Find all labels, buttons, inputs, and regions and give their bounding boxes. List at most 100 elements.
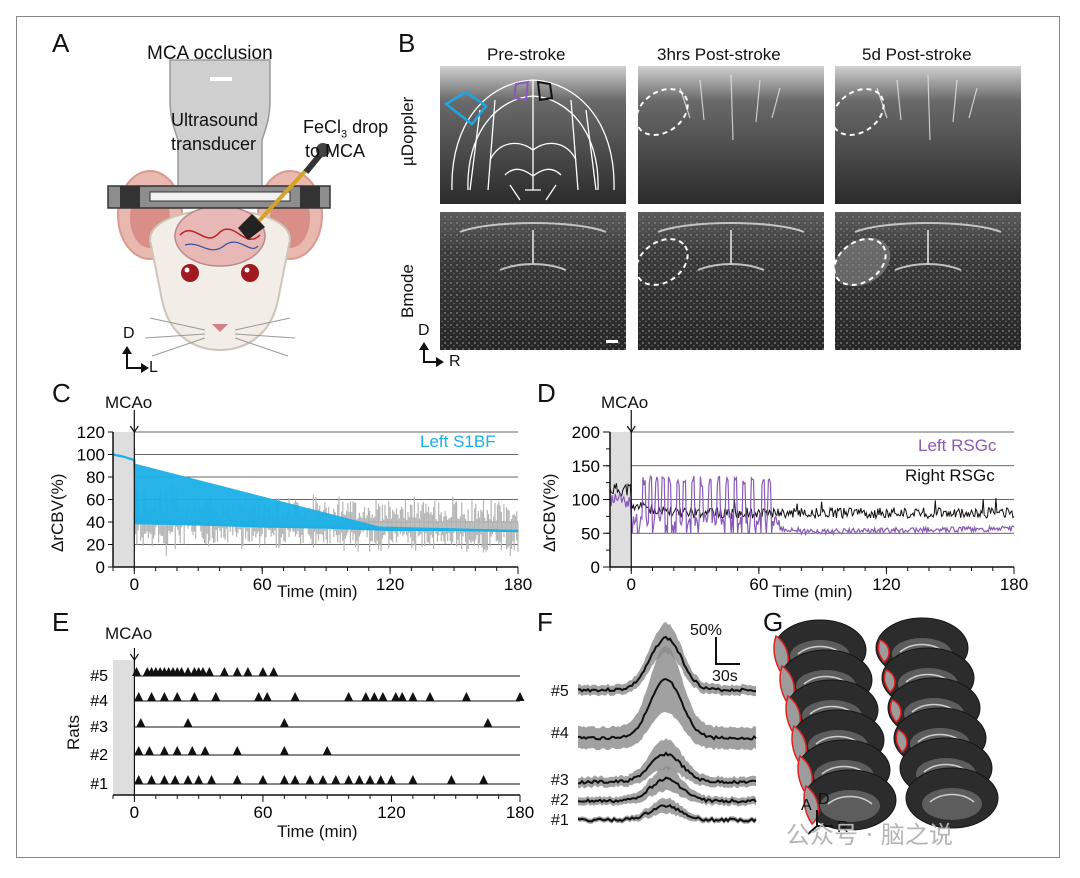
f-trace-label-1: #1 [551,812,569,829]
scale-bar [715,637,740,665]
event-marker [134,775,144,784]
event-marker [262,692,272,701]
event-marker [159,775,169,784]
axis-arrow-a [807,825,818,835]
event-marker [386,775,396,784]
event-marker [134,746,144,755]
x-tick-label: 180 [504,575,532,594]
event-marker [159,746,169,755]
panel-a-title: MCA occlusion [147,43,273,64]
event-marker [461,692,471,701]
waveform-sem-band [578,646,756,751]
scale-x-label: 30s [712,668,738,685]
event-marker [279,718,289,727]
event-marker [147,692,157,701]
event-marker [344,692,354,701]
event-marker [258,667,268,676]
panel-g-label: G [763,607,784,637]
waveform-mean-line [577,803,757,823]
panel-d-label: D [537,378,556,408]
event-marker [361,692,371,701]
panel-d-xlabel: Time (min) [772,582,853,601]
waveform-sem-band [578,797,756,824]
event-marker [183,718,193,727]
x-tick-label: 60 [253,575,272,594]
x-tick-label: 180 [1000,575,1028,594]
col-title-3hrs: 3hrs Post-stroke [657,45,781,64]
waveform-mean-line [577,635,757,693]
event-marker [279,775,289,784]
x-tick-label: 120 [377,803,405,822]
axis-d-label: D [123,325,135,342]
series-line-left-rsgc [609,474,1015,537]
event-marker [269,667,279,676]
col-title-pre: Pre-stroke [487,45,566,64]
event-marker [344,775,354,784]
series-fill-left-s1bf [134,463,518,533]
rat-label: #4 [90,693,108,710]
panel-d-legend-left: Left RSGc [918,436,997,455]
event-marker [397,692,407,701]
mcao-arrow [129,653,139,662]
series-line-right-rsgc [609,483,1015,520]
event-marker [189,692,199,701]
event-marker [219,667,229,676]
x-tick-label: 60 [749,575,768,594]
event-marker [254,692,264,701]
event-marker [144,746,154,755]
infarct-outline [877,639,890,664]
event-marker [211,692,221,701]
panel-f-label: F [537,607,553,637]
event-marker [318,775,328,784]
event-marker [183,775,193,784]
rat-label: #5 [90,668,108,685]
event-marker [290,692,300,701]
panel-e-marker: MCAo [105,624,153,643]
section-inner [922,788,982,820]
rat-label: #3 [90,719,108,736]
y-tick-label: 120 [77,423,105,442]
event-marker [322,746,332,755]
pre-occlusion-shade [113,432,135,567]
event-marker [354,775,364,784]
event-marker [187,746,197,755]
event-marker [198,667,208,676]
event-marker [170,775,180,784]
event-marker [425,692,435,701]
event-marker [365,775,375,784]
event-marker [172,692,182,701]
x-tick-label: 120 [872,575,900,594]
x-tick-label: 0 [130,803,139,822]
scale-y-label: 50% [690,622,723,639]
infarct-outline [889,699,902,724]
infarct-outline [895,729,908,754]
event-marker [376,775,386,784]
x-tick-label: 0 [130,575,139,594]
event-marker [172,746,182,755]
event-marker [331,775,341,784]
col-title-5d: 5d Post-stroke [862,45,972,64]
y-tick-label: 150 [572,457,600,476]
f-trace-label-4: #4 [551,725,569,742]
infarct-outline [803,784,819,826]
event-marker [232,667,242,676]
section-white-matter [929,793,975,803]
event-marker [232,775,242,784]
y-tick-label: 100 [77,446,105,465]
figure-frame [16,16,1060,858]
pre-occlusion-shade [113,660,135,795]
x-tick-label: 180 [506,803,534,822]
event-marker [207,775,217,784]
event-marker [159,692,169,701]
event-marker [147,775,157,784]
panel-g-axis-d: D [818,791,830,808]
event-marker [177,667,187,676]
event-marker [258,775,268,784]
waveform-mean-line [577,678,757,741]
mcao-arrow [626,425,636,434]
